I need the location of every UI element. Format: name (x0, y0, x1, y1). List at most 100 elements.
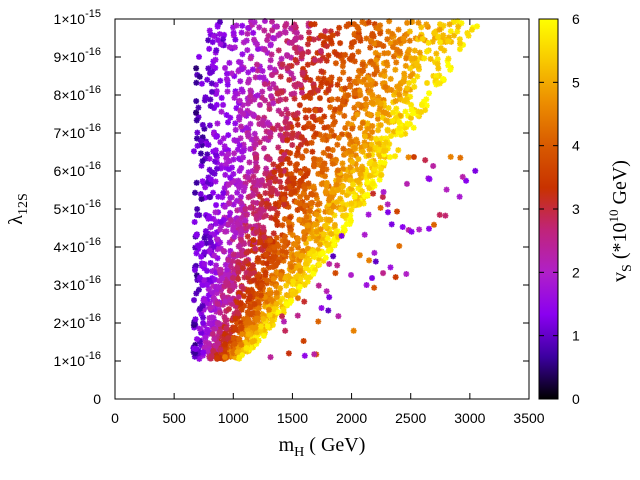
scatter-point (287, 229, 294, 236)
scatter-point (231, 271, 238, 278)
scatter-point (339, 63, 346, 70)
scatter-point (252, 74, 259, 81)
scatter-point (342, 176, 349, 183)
scatter-point (251, 19, 258, 26)
scatter-point (278, 110, 285, 117)
scatter-point (383, 117, 390, 124)
scatter-point (201, 277, 208, 284)
scatter-point (311, 21, 318, 28)
scatter-point (275, 243, 282, 250)
scatter-point (347, 148, 354, 155)
scatter-point (361, 76, 368, 83)
scatter-point (325, 247, 332, 254)
scatter-point (286, 223, 293, 230)
scatter-point (326, 201, 333, 208)
scatter-point (307, 274, 314, 281)
x-tick-label: 3500 (513, 410, 544, 426)
scatter-point (262, 97, 269, 104)
scatter-point (227, 114, 234, 121)
scatter-point (338, 199, 345, 206)
scatter-point (316, 95, 323, 102)
scatter-point (289, 291, 296, 298)
scatter-point (291, 22, 298, 29)
scatter-point (317, 32, 324, 39)
scatter-point (406, 46, 413, 53)
scatter-point (249, 168, 256, 175)
scatter-point (347, 217, 354, 224)
scatter-point (230, 335, 237, 342)
scatter-point (288, 25, 295, 32)
scatter-point (196, 355, 203, 362)
scatter-point (203, 240, 210, 247)
scatter-point (304, 123, 311, 130)
scatter-point (415, 36, 422, 43)
scatter-point (281, 274, 288, 281)
scatter-point (407, 114, 414, 121)
scatter-point (221, 294, 228, 301)
scatter-point (238, 225, 245, 232)
scatter-point (380, 148, 387, 155)
scatter-point (416, 226, 423, 233)
scatter-point (227, 174, 234, 181)
scatter-point (327, 153, 334, 160)
y-tick-label: 0 (93, 391, 101, 407)
scatter-point (381, 50, 388, 57)
scatter-point (308, 21, 315, 28)
scatter-point (237, 299, 244, 306)
scatter-point (193, 272, 200, 279)
scatter-point (217, 354, 224, 361)
scatter-point (305, 120, 312, 127)
scatter-point (315, 75, 322, 82)
scatter-point (238, 180, 245, 187)
scatter-point (315, 170, 322, 177)
scatter-point (288, 39, 295, 46)
scatter-point (325, 307, 332, 314)
scatter-point (207, 224, 214, 231)
scatter-point (257, 210, 264, 217)
scatter-point (289, 141, 296, 148)
scatter-point (384, 209, 391, 216)
scatter-point (363, 101, 370, 108)
scatter-point (299, 269, 306, 276)
scatter-point (292, 83, 299, 90)
scatter-point (247, 55, 254, 62)
scatter-point (305, 49, 312, 56)
scatter-point (318, 216, 325, 223)
scatter-point (375, 141, 382, 148)
scatter-point (198, 311, 205, 318)
scatter-point (351, 104, 358, 111)
scatter-point (245, 169, 252, 176)
scatter-point (260, 259, 267, 266)
scatter-point (342, 51, 349, 58)
scatter-point (315, 318, 322, 325)
scatter-point (286, 160, 293, 167)
scatter-point (279, 237, 286, 244)
scatter-point (349, 52, 356, 59)
scatter-point (359, 163, 366, 170)
scatter-point (310, 183, 317, 190)
scatter-point (256, 74, 263, 81)
scatter-point (304, 253, 311, 260)
scatter-point (253, 61, 260, 68)
scatter-point (386, 111, 393, 118)
scatter-point (223, 266, 230, 273)
scatter-point (210, 326, 217, 333)
scatter-point (403, 87, 410, 94)
scatter-point (245, 261, 252, 268)
scatter-point (447, 66, 454, 73)
scatter-point (250, 210, 257, 217)
scatter-point (263, 203, 270, 210)
scatter-point (380, 108, 387, 115)
scatter-point (225, 214, 232, 221)
scatter-point (381, 80, 388, 87)
scatter-point (251, 270, 258, 277)
scatter-point (430, 163, 437, 170)
scatter-point (250, 205, 257, 212)
scatter-point (242, 220, 249, 227)
scatter-point (231, 150, 238, 157)
scatter-point (315, 282, 322, 289)
scatter-point (266, 101, 273, 108)
scatter-point (278, 89, 285, 96)
scatter-point (211, 170, 218, 177)
scatter-point (333, 236, 340, 243)
